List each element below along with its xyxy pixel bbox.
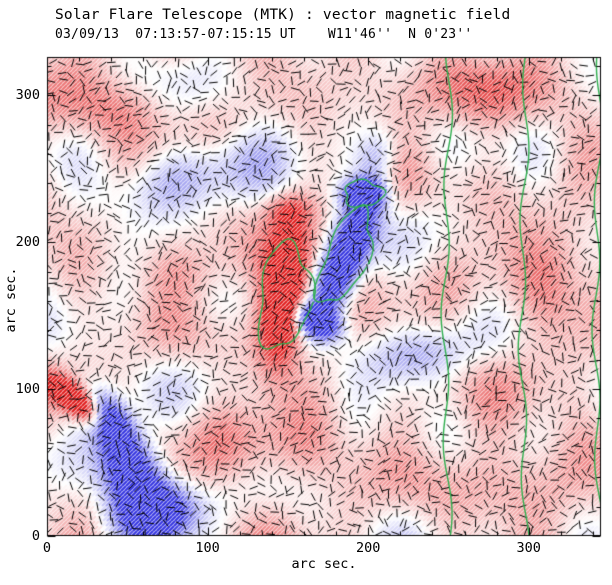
x-tick-label: 300 [516, 540, 541, 556]
x-axis-label: arc sec. [291, 556, 357, 572]
y-tick-label: 300 [15, 87, 40, 104]
x-tick-label: 0 [42, 540, 52, 556]
y-axis-label: arc sec. [3, 267, 19, 333]
y-tick-label: 200 [15, 234, 40, 251]
chart-subtitle: 03/09/13 07:13:57-07:15:15 UT W11'46'' N… [55, 27, 473, 42]
y-tick-label: 100 [15, 381, 40, 398]
chart-title: Solar Flare Telescope (MTK) : vector mag… [55, 7, 511, 23]
x-tick-label: 200 [355, 540, 381, 556]
y-tick-label: 0 [31, 528, 40, 544]
x-tick-label: 100 [195, 540, 220, 556]
